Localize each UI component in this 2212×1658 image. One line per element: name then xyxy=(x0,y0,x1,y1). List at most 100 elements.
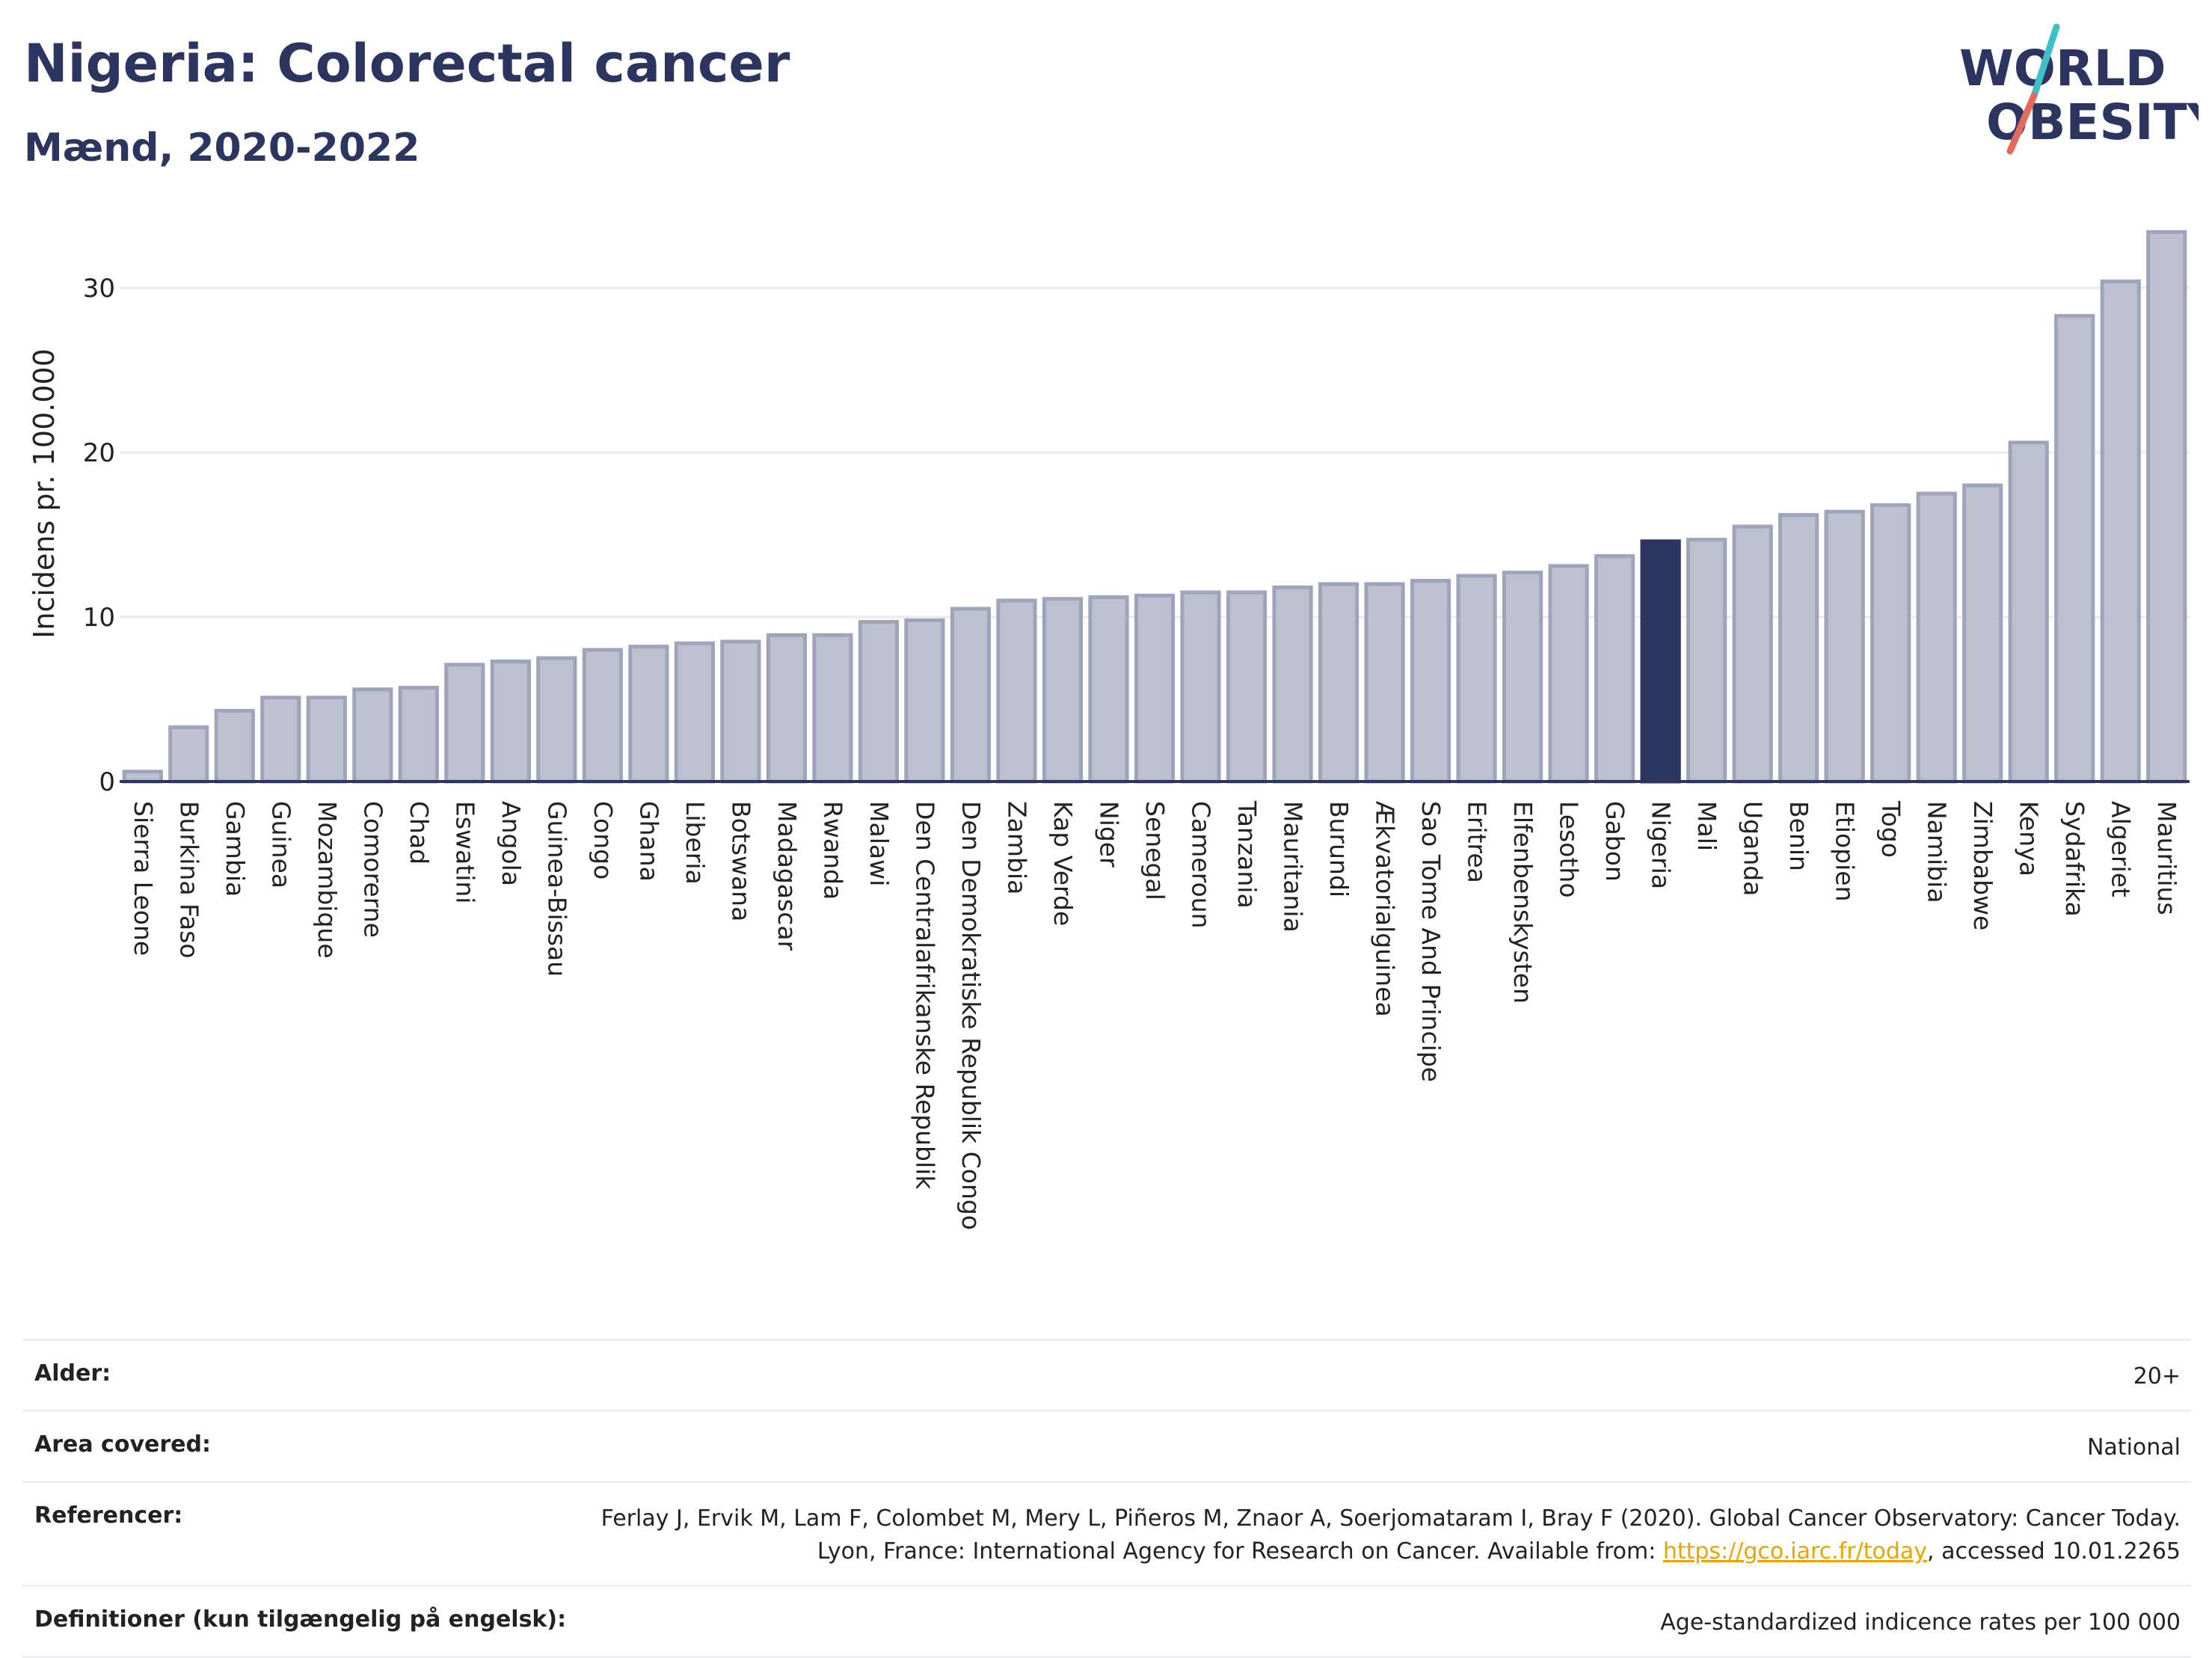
bars xyxy=(122,230,2187,784)
info-value-text: National xyxy=(2086,1434,2181,1461)
bar xyxy=(1548,564,1589,784)
bar xyxy=(1594,554,1635,784)
info-key: Definitioner (kun tilgængelig på engelsk… xyxy=(34,1606,567,1633)
x-tick-label: Guinea xyxy=(266,801,295,888)
logo-line-1: WORLD xyxy=(1959,40,2166,97)
info-row: Definitioner (kun tilgængelig på engelsk… xyxy=(22,1585,2191,1658)
x-tick-label: Eritrea xyxy=(1463,801,1492,883)
x-tick-label: Gambia xyxy=(221,801,250,897)
x-tick-label: Burkina Faso xyxy=(174,801,203,959)
bar xyxy=(1686,538,1727,784)
x-tick-label: Uganda xyxy=(1739,801,1768,896)
bar xyxy=(490,659,531,784)
y-tick-label: 30 xyxy=(83,274,115,304)
info-value-suffix: , accessed 10.01.2265 xyxy=(1927,1538,2181,1565)
info-row: Referencer: Ferlay J, Ervik M, Lam F, Col… xyxy=(22,1481,2191,1585)
bar xyxy=(1502,571,1543,784)
info-value: 20+ xyxy=(2133,1360,2181,1393)
x-tick-label: Mali xyxy=(1692,801,1721,851)
x-tick-label: Rwanda xyxy=(818,801,847,900)
x-tick-label: Benin xyxy=(1784,801,1813,871)
y-tick-label: 10 xyxy=(83,603,115,633)
x-tick-label: Guinea-Bissau xyxy=(542,801,571,977)
x-tick-label: Togo xyxy=(1876,800,1905,858)
bar xyxy=(996,598,1037,784)
x-tick-label: Burundi xyxy=(1324,801,1354,897)
bar xyxy=(306,696,347,784)
info-row: Alder: 20+ xyxy=(22,1339,2191,1410)
bar xyxy=(214,708,255,784)
info-value-text: Ferlay J, Ervik M, Lam F, Colombet M, Me… xyxy=(600,1505,2181,1565)
bar xyxy=(858,620,900,784)
x-tick-label: Lesotho xyxy=(1555,801,1584,898)
x-tick-label: Mauritania xyxy=(1279,801,1308,933)
reference-link[interactable]: https://gco.iarc.fr/today xyxy=(1662,1538,1928,1565)
y-axis-label: Incidens pr. 100.000 xyxy=(28,349,61,639)
bar xyxy=(812,633,853,784)
bar xyxy=(1318,582,1360,784)
bar xyxy=(1180,590,1221,784)
x-tick-label: Malawi xyxy=(864,801,894,886)
bar xyxy=(352,687,393,784)
bar xyxy=(398,686,439,784)
x-tick-label: Liberia xyxy=(681,801,710,885)
x-tick-label: Den Demokratiske Republik Congo xyxy=(956,801,986,1230)
bar xyxy=(1364,582,1405,784)
x-tick-label: Ækvatorialguinea xyxy=(1371,801,1400,1017)
bar xyxy=(628,645,669,784)
bar xyxy=(168,725,209,784)
bar xyxy=(1042,597,1084,784)
x-tick-label: Gabon xyxy=(1600,801,1629,882)
bar xyxy=(1456,574,1497,784)
chart-subtitle: Mænd, 2020-2022 xyxy=(24,126,420,171)
bar xyxy=(1134,593,1176,784)
bar xyxy=(904,618,945,784)
x-tick-label: Elfenbenskysten xyxy=(1508,801,1537,1004)
bar xyxy=(766,633,808,784)
axes: 0 10 20 30 xyxy=(83,274,2190,797)
x-tick-label: Eswatini xyxy=(450,801,479,903)
bar xyxy=(1088,595,1129,784)
x-tick-label: Zimbabwe xyxy=(1968,801,1997,930)
info-table: Alder: 20+ Area covered: National Referencer… xyxy=(22,1339,2191,1658)
x-tick-label: Niger xyxy=(1094,801,1123,868)
bar xyxy=(2100,279,2141,784)
x-tick-label: Senegal xyxy=(1140,801,1170,900)
bar xyxy=(444,663,485,784)
info-key: Area covered: xyxy=(34,1431,211,1458)
x-tick-label: Mauritius xyxy=(2152,801,2181,915)
bar xyxy=(1226,590,1268,784)
info-value-text: 20+ xyxy=(2133,1363,2181,1390)
logo-slash-coral xyxy=(2006,92,2038,155)
bar xyxy=(1778,513,1819,784)
bar xyxy=(2146,230,2187,784)
x-tick-label: Den Centralafrikanske Republik xyxy=(910,801,939,1190)
x-tick-label: Kap Verde xyxy=(1048,801,1078,926)
x-tick-label: Sierra Leone xyxy=(129,801,158,956)
y-tick-label: 0 xyxy=(99,767,115,797)
bar-chart: 0 10 20 30 Sierra Leone Burkina Faso Gambia Gu… xyxy=(28,230,2190,1230)
bar xyxy=(1962,483,2003,784)
x-tick-label: Zambia xyxy=(1002,801,1031,894)
x-tick-label: Algeriet xyxy=(2107,801,2136,897)
bar xyxy=(1916,491,1957,784)
y-tick-label: 20 xyxy=(83,438,115,468)
x-tick-label: Cameroun xyxy=(1187,801,1216,929)
x-tick-label: Nigeria xyxy=(1647,801,1676,889)
x-tick-label: Sydafrika xyxy=(2060,801,2089,917)
x-tick-label: Ghana xyxy=(634,801,663,882)
bar xyxy=(1410,579,1451,784)
bar xyxy=(720,639,761,784)
bar xyxy=(1640,539,1681,784)
bar xyxy=(1272,585,1313,784)
category-labels: Sierra Leone Burkina Faso Gambia Guinea Moza… xyxy=(129,800,2181,1230)
info-key: Alder: xyxy=(34,1360,111,1387)
logo-slash-teal xyxy=(2030,23,2060,99)
x-tick-label: Angola xyxy=(497,801,526,886)
x-tick-label: Mozambique xyxy=(313,801,342,959)
x-tick-label: Congo xyxy=(589,801,618,879)
bar xyxy=(582,648,623,784)
bar xyxy=(1732,524,1773,784)
info-key: Referencer: xyxy=(34,1502,183,1529)
bar xyxy=(674,641,715,784)
